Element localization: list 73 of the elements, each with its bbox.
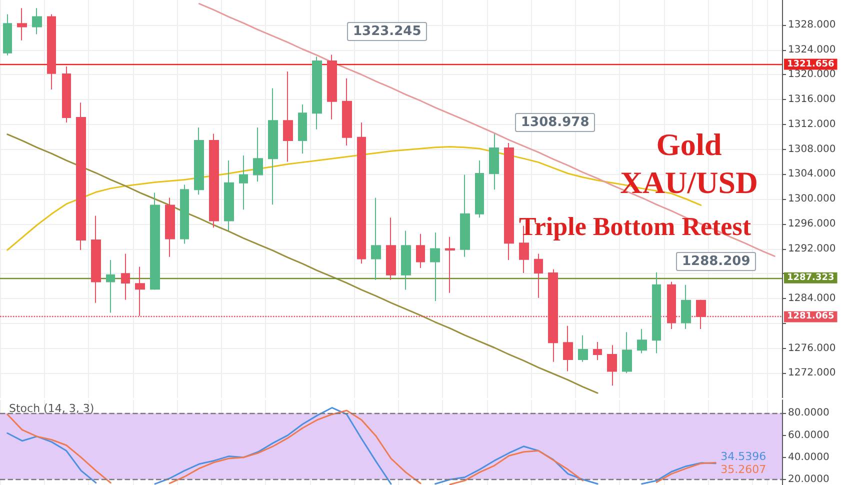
- candlestick: [180, 184, 189, 244]
- y-tick-label: 20.0000: [788, 474, 830, 485]
- y-tick-label: 1308.000: [788, 144, 836, 155]
- candlestick: [106, 259, 115, 314]
- candlestick: [3, 14, 12, 56]
- y-tick-label: 40.0000: [788, 452, 830, 463]
- candlestick: [430, 232, 440, 302]
- candlestick: [401, 230, 411, 290]
- candlestick: [445, 236, 455, 294]
- candlestick: [253, 126, 263, 182]
- candlestick: [224, 160, 234, 232]
- candlestick: [165, 197, 175, 258]
- ref-line-label: 1321.656: [787, 59, 834, 70]
- candlestick: [460, 174, 470, 258]
- candlestick: [607, 344, 617, 386]
- candlestick: [563, 325, 573, 372]
- candlestick: [91, 215, 101, 304]
- y-tick-label: 1304.000: [788, 168, 836, 180]
- y-tick-label: 1284.000: [788, 293, 836, 304]
- annotation: Triple Bottom Retest: [518, 212, 752, 242]
- candlestick: [47, 14, 56, 90]
- candlestick: [135, 266, 145, 316]
- candlestick: [416, 233, 425, 269]
- candlestick: [327, 54, 337, 120]
- candlestick: [504, 142, 514, 260]
- candlestick: [681, 284, 691, 330]
- candlestick: [76, 102, 86, 250]
- y-tick-label: 1300.000: [788, 194, 836, 204]
- y-tick-label: 1292.000: [788, 243, 836, 254]
- data-label: 35.2607: [720, 463, 766, 476]
- chart-title: Stoch (14, 3, 3): [9, 402, 94, 415]
- candlestick: [489, 133, 499, 190]
- candlestick: [357, 122, 366, 264]
- annotation: Gold XAU/USD: [619, 126, 759, 202]
- candlestick: [283, 71, 293, 162]
- candlestick: [209, 133, 219, 228]
- line-series: [198, 2, 776, 257]
- ref-line-label: 1287.323: [787, 272, 834, 283]
- candlestick: [150, 192, 160, 290]
- candlestick: [62, 66, 71, 124]
- y-tick-label: 80.0000: [788, 408, 830, 419]
- candlestick: [593, 342, 602, 361]
- y-tick-label: 1316.000: [788, 94, 836, 105]
- candlestick: [121, 253, 130, 300]
- candlestick: [312, 56, 322, 130]
- candlestick: [32, 8, 42, 35]
- candlestick: [475, 160, 484, 218]
- y-tick-label: 1324.000: [788, 44, 836, 56]
- ref-line-label: 1281.065: [787, 312, 834, 322]
- annotation: 1288.209: [676, 252, 756, 271]
- candlestick: [268, 88, 278, 206]
- candlestick: [386, 217, 396, 280]
- y-tick-label: 1276.000: [788, 342, 836, 354]
- y-tick-label: 60.0000: [788, 430, 830, 441]
- y-tick-label: 1328.000: [788, 19, 836, 30]
- y-tick-label: 1272.000: [788, 368, 836, 379]
- candlestick: [637, 328, 647, 354]
- candlestick: [194, 126, 204, 196]
- data-label: 34.5396: [720, 450, 766, 463]
- y-tick-label: 1320.000: [788, 69, 836, 80]
- candlestick: [534, 253, 543, 298]
- candlestick: [342, 78, 352, 146]
- candlestick: [298, 104, 307, 154]
- y-tick-label: 1296.000: [788, 218, 836, 230]
- annotation: 1308.978: [515, 113, 596, 132]
- candlestick: [622, 332, 632, 374]
- candlestick: [371, 197, 381, 280]
- candlestick: [652, 272, 661, 354]
- candlestick: [17, 8, 27, 41]
- y-tick-label: 1312.000: [788, 118, 836, 130]
- candlestick: [578, 334, 588, 362]
- annotation: 1323.245: [347, 22, 428, 41]
- candlestick: [239, 154, 248, 210]
